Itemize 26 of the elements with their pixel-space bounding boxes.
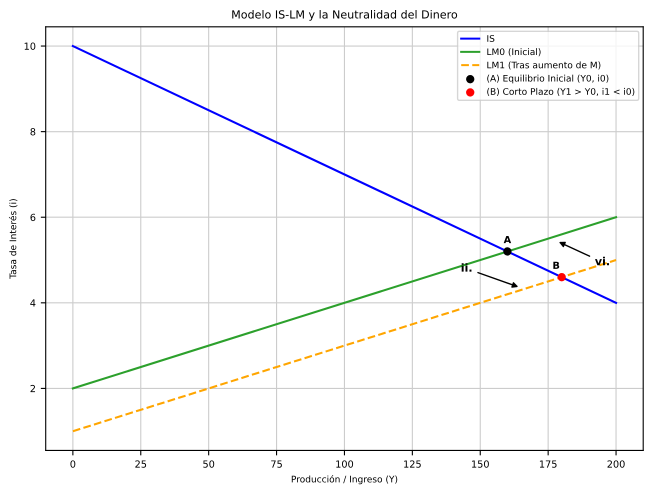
x-tick-label: 150 [472,460,489,468]
x-axis-title: Producción / Ingreso (Y) [292,475,398,484]
y-tick-label: 10 [24,42,36,50]
x-tick-label: 100 [336,460,354,468]
x-tick-label: 200 [607,460,625,468]
annotation: A [504,236,512,244]
chart-title: Modelo IS-LM y la Neutralidad del Dinero [232,10,458,21]
legend-label: (B) Corto Plazo (Y1 > Y0, i1 < i0) [487,88,634,96]
x-tick-label: 125 [404,460,421,468]
y-tick-label: 2 [30,384,36,392]
x-tick-label: 75 [271,460,282,468]
y-tick-label: 6 [30,214,36,222]
y-tick-label: 8 [30,128,36,136]
legend-label: (A) Equilibrio Inicial (Y0, i0) [487,74,608,84]
legend-label: LM0 (Inicial) [487,48,541,56]
legend-label: LM1 (Tras aumento de M) [487,61,600,70]
legend-label: IS [487,35,494,42]
x-tick-label: 25 [135,460,146,468]
x-tick-label: 50 [203,460,214,468]
annotation: B [553,262,560,269]
x-tick-label: 175 [540,460,557,468]
y-tick-label: 4 [30,299,36,307]
y-axis-title: Tasa de Interés (i) [8,199,18,279]
annotation: vi. [595,256,609,266]
annotation: ii. [462,263,472,272]
x-tick-label: 0 [70,460,76,468]
